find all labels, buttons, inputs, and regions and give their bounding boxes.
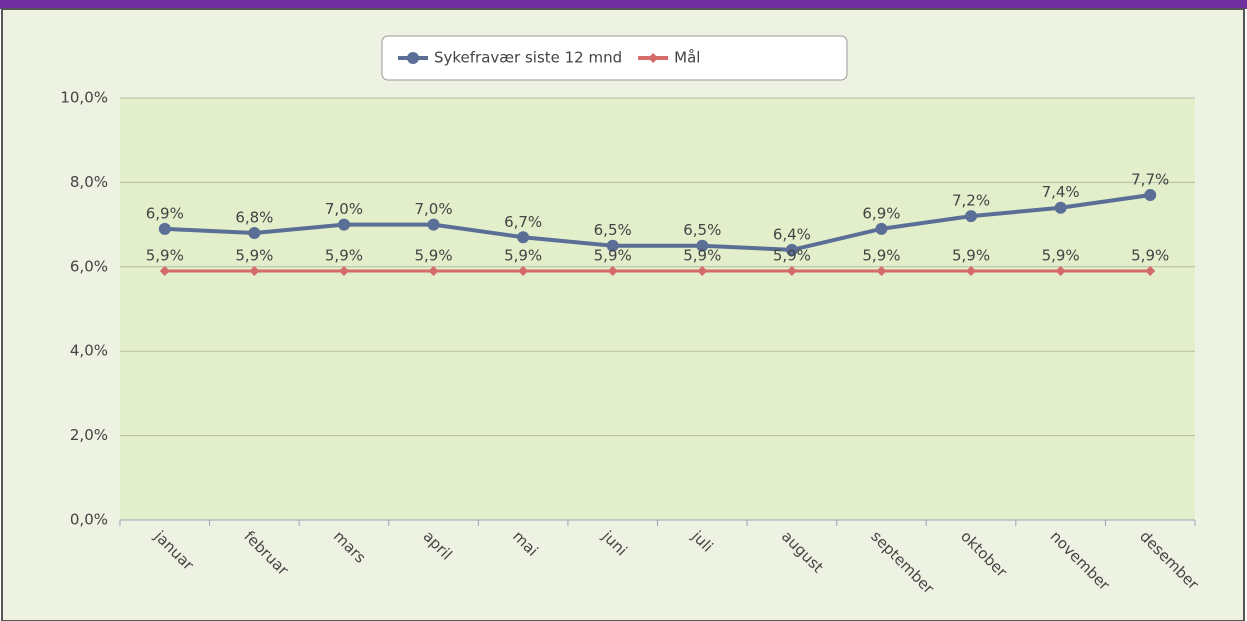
data-label: 5,9% — [414, 247, 452, 265]
data-label: 7,0% — [414, 200, 452, 218]
marker — [337, 218, 350, 231]
data-label: 6,9% — [862, 204, 900, 222]
y-tick-label: 8,0% — [70, 173, 108, 191]
marker — [428, 266, 439, 277]
data-label: 6,4% — [773, 225, 811, 243]
marker — [249, 266, 260, 277]
plot-area — [120, 98, 1195, 520]
y-tick-label: 0,0% — [70, 511, 108, 529]
y-tick-label: 4,0% — [70, 342, 108, 360]
marker — [1055, 266, 1066, 277]
marker — [1144, 189, 1157, 202]
marker — [697, 266, 708, 277]
data-label: 7,7% — [1131, 171, 1169, 189]
marker — [1054, 201, 1067, 214]
data-label: 6,7% — [504, 213, 542, 231]
data-label: 5,9% — [1042, 247, 1080, 265]
data-label: 6,5% — [594, 221, 632, 239]
y-tick-label: 10,0% — [60, 89, 108, 107]
y-tick-label: 2,0% — [70, 426, 108, 444]
marker — [966, 266, 977, 277]
marker — [158, 222, 171, 235]
marker — [786, 266, 797, 277]
data-label: 5,9% — [325, 247, 363, 265]
header-bar — [0, 0, 1247, 9]
legend-marker — [648, 53, 659, 63]
data-label: 5,9% — [235, 247, 273, 265]
data-label: 6,8% — [235, 209, 273, 227]
data-label: 5,9% — [1131, 247, 1169, 265]
marker — [785, 243, 798, 256]
data-label: 5,9% — [862, 247, 900, 265]
marker — [965, 210, 978, 223]
marker — [1145, 266, 1156, 277]
marker — [606, 239, 619, 252]
data-label: 5,9% — [594, 247, 632, 265]
legend-marker — [407, 52, 419, 64]
legend — [381, 35, 848, 81]
marker — [338, 266, 349, 277]
data-label: 7,4% — [1042, 183, 1080, 201]
marker — [876, 266, 887, 277]
legend-label: Sykefravær siste 12 mnd — [434, 49, 622, 67]
data-label: 5,9% — [683, 247, 721, 265]
marker — [696, 239, 709, 252]
y-tick-label: 6,0% — [70, 257, 108, 275]
data-label: 7,0% — [325, 200, 363, 218]
marker — [427, 218, 440, 231]
data-label: 6,9% — [146, 204, 184, 222]
series-line — [164, 193, 1151, 252]
marker — [517, 231, 530, 244]
data-label: 5,9% — [773, 247, 811, 265]
data-label: 5,9% — [504, 247, 542, 265]
marker — [518, 266, 529, 277]
marker — [159, 266, 170, 277]
data-label: 5,9% — [952, 247, 990, 265]
data-label: 7,2% — [952, 192, 990, 210]
data-label: 5,9% — [146, 247, 184, 265]
marker — [875, 222, 888, 235]
legend-label: Mål — [674, 49, 700, 67]
marker — [607, 266, 618, 277]
marker — [248, 227, 261, 240]
data-label: 6,5% — [683, 221, 721, 239]
